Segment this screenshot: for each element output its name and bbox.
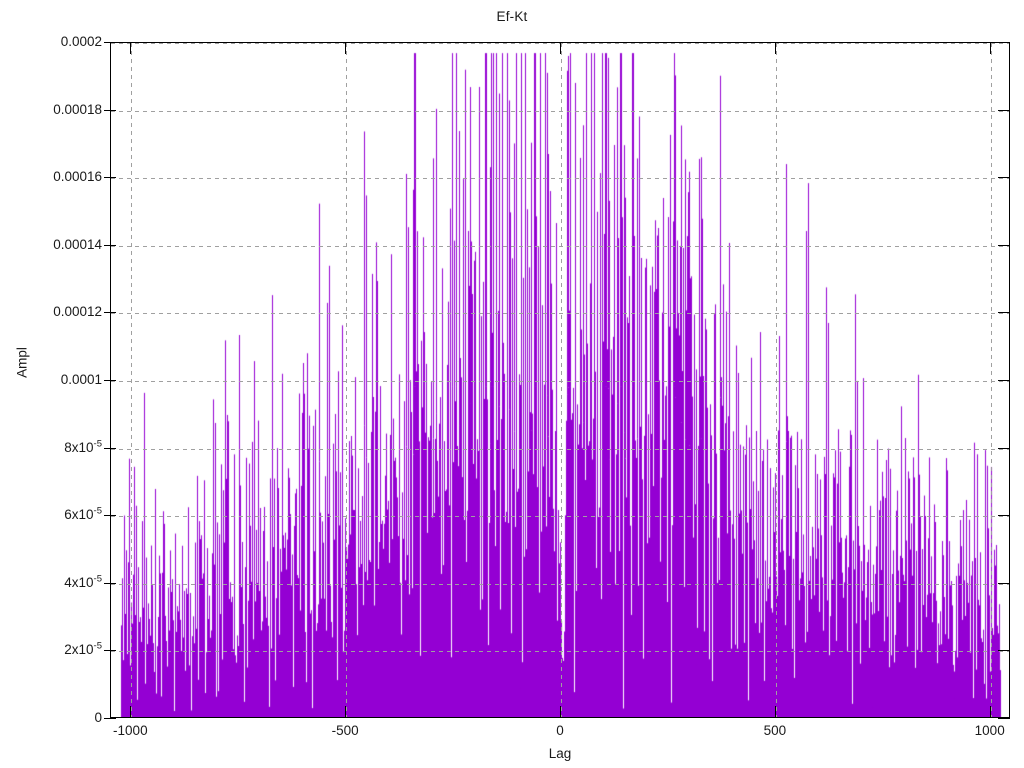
y-tick-mark-right xyxy=(998,448,1010,449)
y-tick-mark xyxy=(104,312,116,313)
y-tick-label: 2x10-5 xyxy=(64,640,102,658)
x-tick-label: -500 xyxy=(331,723,359,738)
y-tick-label: 0.00016 xyxy=(53,169,102,185)
x-tick-mark xyxy=(990,706,991,718)
y-tick-mark-right xyxy=(998,42,1010,43)
x-tick-mark-top xyxy=(775,42,776,54)
y-tick-label: 4x10-5 xyxy=(64,573,102,590)
y-tick-label: 0.00012 xyxy=(53,304,102,320)
y-tick-label: 8x10-5 xyxy=(64,438,102,455)
x-tick-mark xyxy=(130,706,131,718)
y-tick-label: 6x10-5 xyxy=(64,505,102,523)
x-tick-label: 0 xyxy=(556,723,564,738)
y-tick-mark xyxy=(104,718,116,719)
y-tick-label: 0 xyxy=(94,710,102,725)
y-tick-mark-right xyxy=(998,583,1010,584)
y-tick-mark xyxy=(104,42,116,43)
plot-area xyxy=(110,42,1010,718)
x-tick-label: -1000 xyxy=(113,723,148,738)
x-axis-label: Lag xyxy=(548,746,572,761)
y-tick-label: 0.00014 xyxy=(53,236,102,252)
x-tick-mark-top xyxy=(560,42,561,54)
x-tick-mark-top xyxy=(990,42,991,54)
y-axis-label: Ampl xyxy=(14,347,30,378)
y-tick-mark xyxy=(104,650,116,651)
y-tick-mark-right xyxy=(998,312,1010,313)
y-tick-mark-right xyxy=(998,650,1010,651)
y-tick-label: 0.00018 xyxy=(53,101,102,117)
x-tick-label: 500 xyxy=(763,723,787,738)
x-tick-mark-top xyxy=(345,42,346,54)
y-tick-mark-right xyxy=(998,515,1010,516)
y-tick-mark xyxy=(104,448,116,449)
impulse-series-canvas xyxy=(111,43,1009,717)
y-tick-mark xyxy=(104,245,116,246)
page-title: Ef-Kt xyxy=(496,9,528,24)
x-tick-mark-top xyxy=(130,42,131,54)
y-tick-label: 0.0001 xyxy=(60,372,102,387)
x-tick-mark xyxy=(345,706,346,718)
y-tick-mark-right xyxy=(998,110,1010,111)
y-tick-label: 0.0002 xyxy=(60,34,102,49)
x-tick-label: 1000 xyxy=(974,723,1005,738)
x-tick-mark xyxy=(560,706,561,718)
y-tick-mark xyxy=(104,515,116,516)
y-axis-tick-labels: 0 2x10-5 4x10-5 6x10-5 8x10-5 0.0001 0.00012 0.… xyxy=(0,0,102,768)
y-tick-mark xyxy=(104,583,116,584)
y-tick-mark xyxy=(104,177,116,178)
y-tick-mark xyxy=(104,110,116,111)
y-tick-mark-right xyxy=(998,245,1010,246)
x-tick-mark xyxy=(775,706,776,718)
y-tick-mark-right xyxy=(998,380,1010,381)
y-tick-mark-right xyxy=(998,177,1010,178)
y-tick-mark-right xyxy=(998,718,1010,719)
y-tick-mark xyxy=(104,380,116,381)
